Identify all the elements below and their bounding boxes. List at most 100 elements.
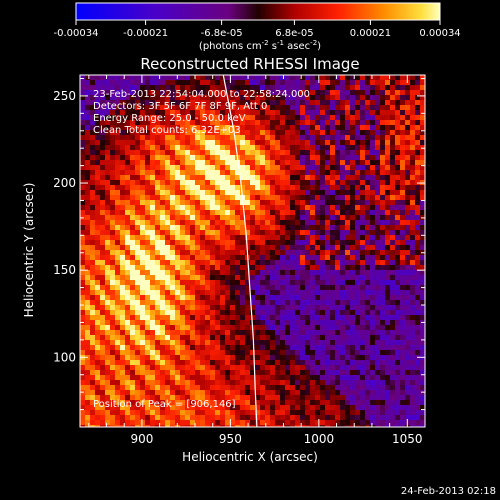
heatmap-cell <box>360 410 366 416</box>
heatmap-cell <box>145 100 151 106</box>
heatmap-cell <box>170 225 176 231</box>
heatmap-cell <box>300 275 306 281</box>
heatmap-cell <box>145 180 151 186</box>
heatmap-cell <box>245 165 251 171</box>
heatmap-cell <box>250 205 256 211</box>
heatmap-cell <box>285 335 291 341</box>
heatmap-cell <box>130 385 136 391</box>
heatmap-cell <box>100 265 106 271</box>
heatmap-cell <box>380 375 386 381</box>
heatmap-cell <box>195 315 201 321</box>
heatmap-cell <box>135 365 141 371</box>
heatmap-cell <box>345 355 351 361</box>
heatmap-cell <box>150 80 156 86</box>
heatmap-cell <box>300 200 306 206</box>
heatmap-cell <box>355 95 361 101</box>
heatmap-cell <box>250 400 256 406</box>
heatmap-cell <box>125 210 131 216</box>
heatmap-cell <box>190 425 196 427</box>
heatmap-cell <box>240 235 246 241</box>
heatmap-cell <box>100 155 106 161</box>
heatmap-cell <box>165 415 171 421</box>
heatmap-cell <box>410 315 416 321</box>
heatmap-cell <box>420 220 425 226</box>
heatmap-cell <box>375 195 381 201</box>
heatmap-cell <box>135 330 141 336</box>
heatmap-cell <box>415 230 421 236</box>
heatmap-cell <box>285 300 291 306</box>
heatmap-cell <box>165 410 171 416</box>
heatmap-cell <box>170 310 176 316</box>
heatmap-cell <box>385 120 391 126</box>
heatmap-cell <box>145 255 151 261</box>
heatmap-cell <box>310 195 316 201</box>
heatmap-cell <box>315 155 321 161</box>
heatmap-cell <box>245 130 251 136</box>
heatmap-cell <box>195 240 201 246</box>
colorbar-ticks: -0.00034 -0.00021 -6.8e-05 6.8e-05 0.00021 0.… <box>54 20 461 39</box>
heatmap-cell <box>120 130 126 136</box>
heatmap-cell <box>360 270 366 276</box>
heatmap-cell <box>115 420 121 426</box>
heatmap-cell <box>265 210 271 216</box>
heatmap-cell <box>365 200 371 206</box>
heatmap-cell <box>115 245 121 251</box>
heatmap-cell <box>375 420 381 426</box>
heatmap-cell <box>400 225 406 231</box>
heatmap-cell <box>390 100 396 106</box>
heatmap-cell <box>145 305 151 311</box>
heatmap-cell <box>215 335 221 341</box>
heatmap-cell <box>230 400 236 406</box>
heatmap-cell <box>145 240 151 246</box>
heatmap-cell <box>140 110 146 116</box>
heatmap-cell <box>160 170 166 176</box>
heatmap-cell <box>275 295 281 301</box>
heatmap-cell <box>135 340 141 346</box>
heatmap-cell <box>200 405 206 411</box>
x-tick-label: 1000 <box>304 432 335 446</box>
heatmap-cell <box>220 105 226 111</box>
heatmap-cell <box>115 415 121 421</box>
heatmap-cell <box>240 130 246 136</box>
heatmap-cell <box>125 310 131 316</box>
heatmap-cell <box>250 370 256 376</box>
heatmap-cell <box>400 295 406 301</box>
heatmap-cell <box>145 190 151 196</box>
heatmap-cell <box>205 315 211 321</box>
heatmap-cell <box>275 300 281 306</box>
heatmap-cell <box>320 235 326 241</box>
heatmap-cell <box>145 245 151 251</box>
heatmap-cell <box>235 405 241 411</box>
heatmap-cell <box>320 265 326 271</box>
heatmap-cell <box>325 155 331 161</box>
heatmap-cell <box>125 135 131 141</box>
heatmap-cell <box>130 75 136 81</box>
heatmap-cell <box>405 215 411 221</box>
heatmap-cell <box>345 335 351 341</box>
heatmap-cell <box>185 135 191 141</box>
heatmap-cell <box>275 215 281 221</box>
heatmap-cell <box>375 320 381 326</box>
heatmap-cell <box>350 215 356 221</box>
heatmap-cell <box>225 100 231 106</box>
heatmap-cell <box>180 315 186 321</box>
heatmap-cell <box>165 270 171 276</box>
heatmap-cell <box>410 285 416 291</box>
heatmap-cell <box>110 370 116 376</box>
heatmap-cell <box>150 270 156 276</box>
heatmap-cell <box>395 405 401 411</box>
heatmap-cell <box>160 425 166 427</box>
heatmap-cell <box>385 85 391 91</box>
heatmap-cell <box>345 225 351 231</box>
heatmap-cell <box>245 125 251 131</box>
heatmap-cell <box>360 130 366 136</box>
heatmap-cell <box>135 80 141 86</box>
heatmap-cell <box>420 235 425 241</box>
heatmap-cell <box>250 105 256 111</box>
heatmap-cell <box>105 120 111 126</box>
heatmap-cell <box>170 170 176 176</box>
heatmap-cell <box>280 310 286 316</box>
heatmap-cell <box>180 250 186 256</box>
heatmap-cell <box>305 285 311 291</box>
heatmap-cell <box>265 160 271 166</box>
